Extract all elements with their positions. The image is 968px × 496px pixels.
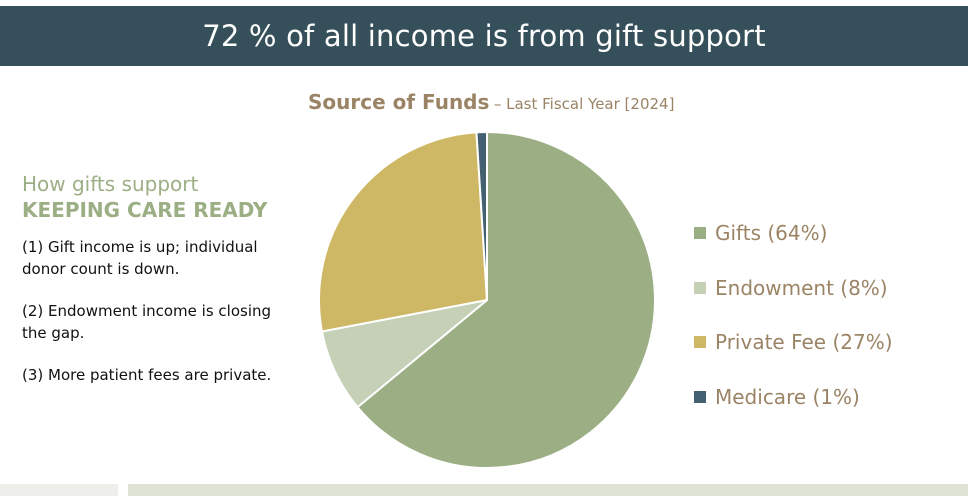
legend-label: Private Fee (27%) [715,330,893,355]
legend-swatch [694,336,706,349]
legend-swatch [694,281,706,294]
note-3: (3) More patient fees are private. [22,366,272,384]
legend-swatch [694,227,706,240]
pie-chart [318,130,656,469]
chart-title: Source of Funds [308,90,490,114]
legend-swatch [694,390,706,403]
chart-title-block: Source of Funds – Last Fiscal Year [2024… [308,90,674,114]
footer-strip-right [128,484,968,496]
sidebar-heading-line1: How gifts support [22,172,199,196]
legend-item-private-fee: Private Fee (27%) [694,315,893,370]
legend-label: Gifts (64%) [715,221,828,246]
legend-label: Endowment (8%) [715,275,888,300]
note-2: (2) Endowment income is closing the gap. [22,302,272,342]
chart-legend: Gifts (64%) Endowment (8%) Private Fee (27… [694,206,893,424]
note-1: (1) Gift income is up; individual donor … [22,238,258,278]
pie-slice-gifts [356,130,656,469]
sidebar-notes: How gifts support KEEPING CARE READY (1)… [22,172,292,386]
legend-label: Medicare (1%) [715,384,860,409]
legend-item-endowment: Endowment (8%) [694,261,893,316]
pie-slice-private-fee [318,131,489,333]
legend-item-gifts: Gifts (64%) [694,206,893,261]
pie-slice-medicare [475,130,488,301]
legend-item-medicare: Medicare (1%) [694,370,893,425]
headline: 72 % of all income is from gift support [202,19,766,53]
sidebar-heading-line2: KEEPING CARE READY [22,198,268,222]
header-banner: 72 % of all income is from gift support [0,6,968,66]
chart-subtitle: – Last Fiscal Year [2024] [493,95,675,113]
footer-strip-left [0,484,118,496]
